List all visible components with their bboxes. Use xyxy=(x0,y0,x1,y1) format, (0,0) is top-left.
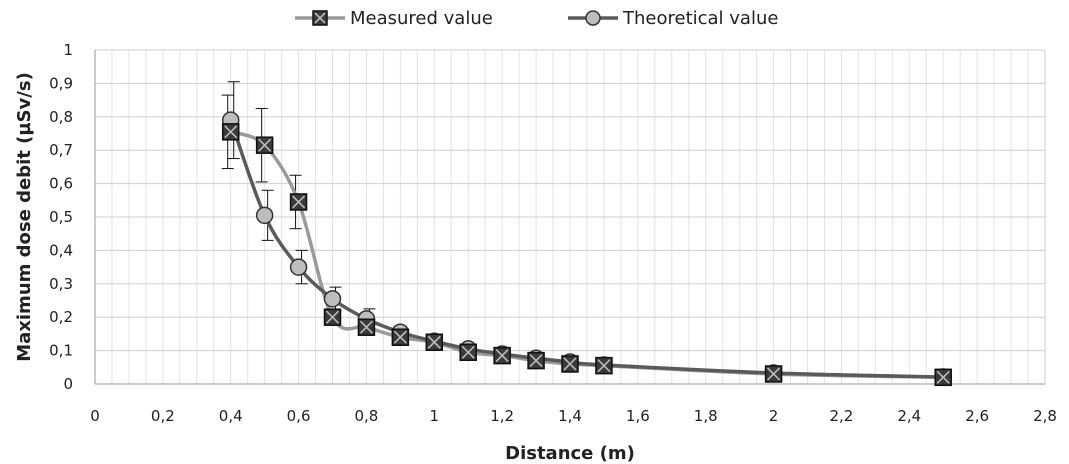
legend-marker-theoretical xyxy=(585,10,601,26)
legend-item-measured: Measured value xyxy=(295,8,493,29)
y-tick-label: 1 xyxy=(63,41,73,59)
x-tick-label: 0,8 xyxy=(354,407,378,425)
point-measured xyxy=(323,308,342,326)
y-tick-label: 0,1 xyxy=(49,342,73,360)
x-tick-label: 1,2 xyxy=(490,407,514,425)
y-tick-label: 0,3 xyxy=(49,275,73,293)
marker-cross xyxy=(767,367,781,381)
point-measured xyxy=(595,356,613,375)
series-layer xyxy=(221,81,952,387)
marker-cross xyxy=(563,357,577,371)
marker-cross xyxy=(224,125,238,139)
markers-measured xyxy=(221,123,952,387)
x-axis-title: Distance (m) xyxy=(505,443,635,464)
tick-labels: 0 0,2 0,4 0,6 0,8 1 1,2 1,4 1,6 1,8 2 2,2 2,4 2,6 2,8 0… xyxy=(49,41,1057,425)
x-tick-label: 0,4 xyxy=(219,407,243,425)
point-measured xyxy=(459,343,477,362)
marker-cross xyxy=(495,349,509,363)
point-measured xyxy=(934,368,952,387)
point-measured xyxy=(255,136,274,154)
x-tick-label: 0 xyxy=(90,407,100,425)
point-measured xyxy=(221,123,240,141)
x-tick-label: 2,4 xyxy=(897,407,921,425)
chart-axes xyxy=(94,50,1045,385)
point-measured xyxy=(764,365,783,383)
marker-cross xyxy=(461,345,475,359)
point-measured xyxy=(425,333,444,351)
legend-label-measured: Measured value xyxy=(350,8,493,29)
x-tick-label: 1,8 xyxy=(694,407,718,425)
y-axis-title: Maximum dose debit (µSv/s) xyxy=(14,72,35,362)
legend-item-theoretical: Theoretical value xyxy=(568,8,778,29)
marker-cross xyxy=(258,138,272,152)
legend-symbol-theoretical xyxy=(585,10,601,26)
chart-grid xyxy=(94,49,1046,385)
y-tick-label: 0,7 xyxy=(49,141,73,159)
marker-cross xyxy=(292,195,306,209)
marker-cross xyxy=(314,12,326,24)
marker-cross xyxy=(427,335,441,349)
point-theoretical xyxy=(289,258,308,276)
point-measured xyxy=(357,318,376,336)
marker-cross xyxy=(936,370,950,384)
x-tick-label: 0,6 xyxy=(287,407,311,425)
point-theoretical xyxy=(323,290,342,308)
legend: Measured value Theoretical value xyxy=(295,8,778,29)
marker-cross xyxy=(597,359,611,373)
y-tick-label: 0 xyxy=(63,375,73,393)
point-measured xyxy=(289,193,308,211)
y-tick-label: 0,9 xyxy=(49,74,73,92)
marker-cross xyxy=(529,354,543,368)
marker-cross xyxy=(359,320,373,334)
y-tick-label: 0,5 xyxy=(49,208,73,226)
point-measured xyxy=(493,346,511,365)
x-tick-label: 2,2 xyxy=(829,407,853,425)
x-tick-label: 1 xyxy=(430,407,440,425)
x-tick-label: 2,6 xyxy=(965,407,989,425)
y-tick-label: 0,8 xyxy=(49,108,73,126)
marker-cross xyxy=(325,310,340,324)
x-tick-label: 1,4 xyxy=(558,407,582,425)
x-tick-label: 1,6 xyxy=(626,407,650,425)
legend-symbol-measured xyxy=(312,10,328,26)
point-measured xyxy=(561,355,579,373)
y-tick-label: 0,2 xyxy=(49,308,73,326)
point-measured xyxy=(527,351,545,370)
x-tick-label: 2,8 xyxy=(1033,407,1057,425)
x-tick-label: 0,2 xyxy=(151,407,175,425)
legend-label-theoretical: Theoretical value xyxy=(622,8,778,29)
legend-marker-measured xyxy=(312,10,328,26)
x-tick-label: 2 xyxy=(769,407,779,425)
point-measured xyxy=(391,328,410,346)
y-tick-label: 0,6 xyxy=(49,175,73,193)
point-theoretical xyxy=(255,206,274,225)
y-tick-label: 0,4 xyxy=(49,241,73,259)
marker-cross xyxy=(393,330,407,344)
